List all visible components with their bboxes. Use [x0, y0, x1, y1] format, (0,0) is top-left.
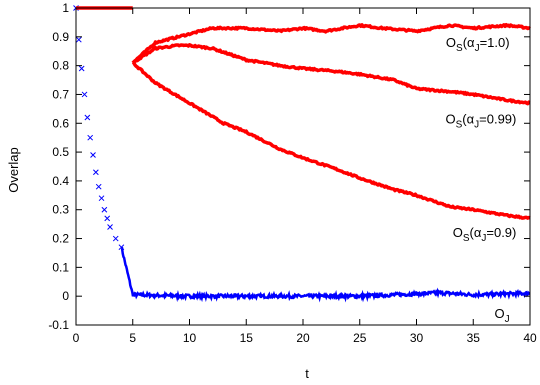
x-tick-label: 20: [296, 331, 310, 345]
series-O_S(alpha_J=1.0): [131, 22, 531, 65]
series-annotation: OS(αJ=1.0): [446, 35, 510, 54]
series-annotation: OS(αJ=0.9): [453, 225, 517, 244]
annotation-text: =1.0): [480, 35, 510, 50]
series-line: [131, 22, 531, 65]
data-point-oj: [78, 65, 85, 72]
annotation-text: O: [445, 111, 455, 126]
annotation-subscript: J: [475, 43, 480, 54]
data-point-oj: [81, 91, 88, 98]
y-tick-label: 0.8: [52, 59, 69, 73]
series-O_J: [73, 5, 531, 303]
annotation-text: (α: [462, 111, 474, 126]
x-tick-label: 35: [467, 331, 481, 345]
x-tick-label: 0: [73, 331, 80, 345]
annotation-text: O: [494, 306, 504, 321]
annotation-subscript: S: [456, 43, 463, 54]
data-point-oj: [93, 169, 99, 176]
annotation-subscript: J: [481, 233, 486, 244]
annotation-text: =0.9): [486, 225, 516, 240]
x-tick-label: 40: [523, 331, 537, 345]
y-tick-label: 1: [62, 1, 69, 15]
data-point-oj: [104, 215, 111, 222]
y-axis-label: Overlap: [6, 147, 21, 193]
y-tick-label: 0.7: [52, 87, 69, 101]
annotation-subscript: S: [463, 233, 470, 244]
annotation-text: (α: [470, 225, 482, 240]
data-point-oj: [87, 134, 94, 141]
data-point-oj: [90, 152, 96, 158]
annotation-text: O: [446, 35, 456, 50]
plot-area: [73, 5, 531, 303]
axes: 0 5 10 15 20 25 30 35 40 -0.1 0 0.1 0.2 0.3 0.4 0.5 0.6 0…: [48, 1, 537, 345]
annotation-subscript: S: [456, 119, 463, 130]
x-tick-label: 30: [410, 331, 424, 345]
data-point-oj: [95, 183, 102, 190]
y-tick-label: 0.4: [52, 174, 69, 188]
x-tick-label: 15: [240, 331, 254, 345]
data-point-oj: [98, 195, 105, 202]
y-tick-label: -0.1: [48, 318, 69, 332]
x-tick-label: 10: [183, 331, 197, 345]
annotation-subscript: J: [474, 119, 479, 130]
series-O_S(alpha_J=0.99): [131, 43, 531, 106]
y-tick-label: 0.2: [52, 232, 69, 246]
y-tick-label: 0.3: [52, 203, 69, 217]
x-axis-label: t: [305, 366, 309, 381]
data-point-oj: [107, 224, 113, 230]
annotation-text: O: [453, 225, 463, 240]
series-line-oj: [120, 246, 531, 303]
series-O_S(alpha_J=0.9): [131, 60, 531, 220]
data-point-oj: [112, 235, 119, 242]
series-line: [131, 60, 531, 220]
data-point-oj: [84, 114, 91, 121]
y-tick-label: 0.5: [52, 145, 69, 159]
x-tick-label: 25: [353, 331, 367, 345]
annotation-subscript: J: [505, 314, 510, 325]
annotation-text: (α: [463, 35, 475, 50]
y-tick-label: 0.9: [52, 30, 69, 44]
y-tick-label: 0: [62, 289, 69, 303]
y-tick-label: 0.1: [52, 260, 69, 274]
series-line: [131, 43, 531, 106]
data-point-oj: [101, 206, 108, 213]
series-annotation: OS(αJ=0.99): [445, 111, 516, 130]
data-point-oj: [75, 36, 82, 43]
x-tick-label: 5: [129, 331, 136, 345]
series-annotation: OJ: [494, 306, 509, 325]
y-tick-label: 0.6: [52, 116, 69, 130]
annotation-text: =0.99): [479, 111, 516, 126]
